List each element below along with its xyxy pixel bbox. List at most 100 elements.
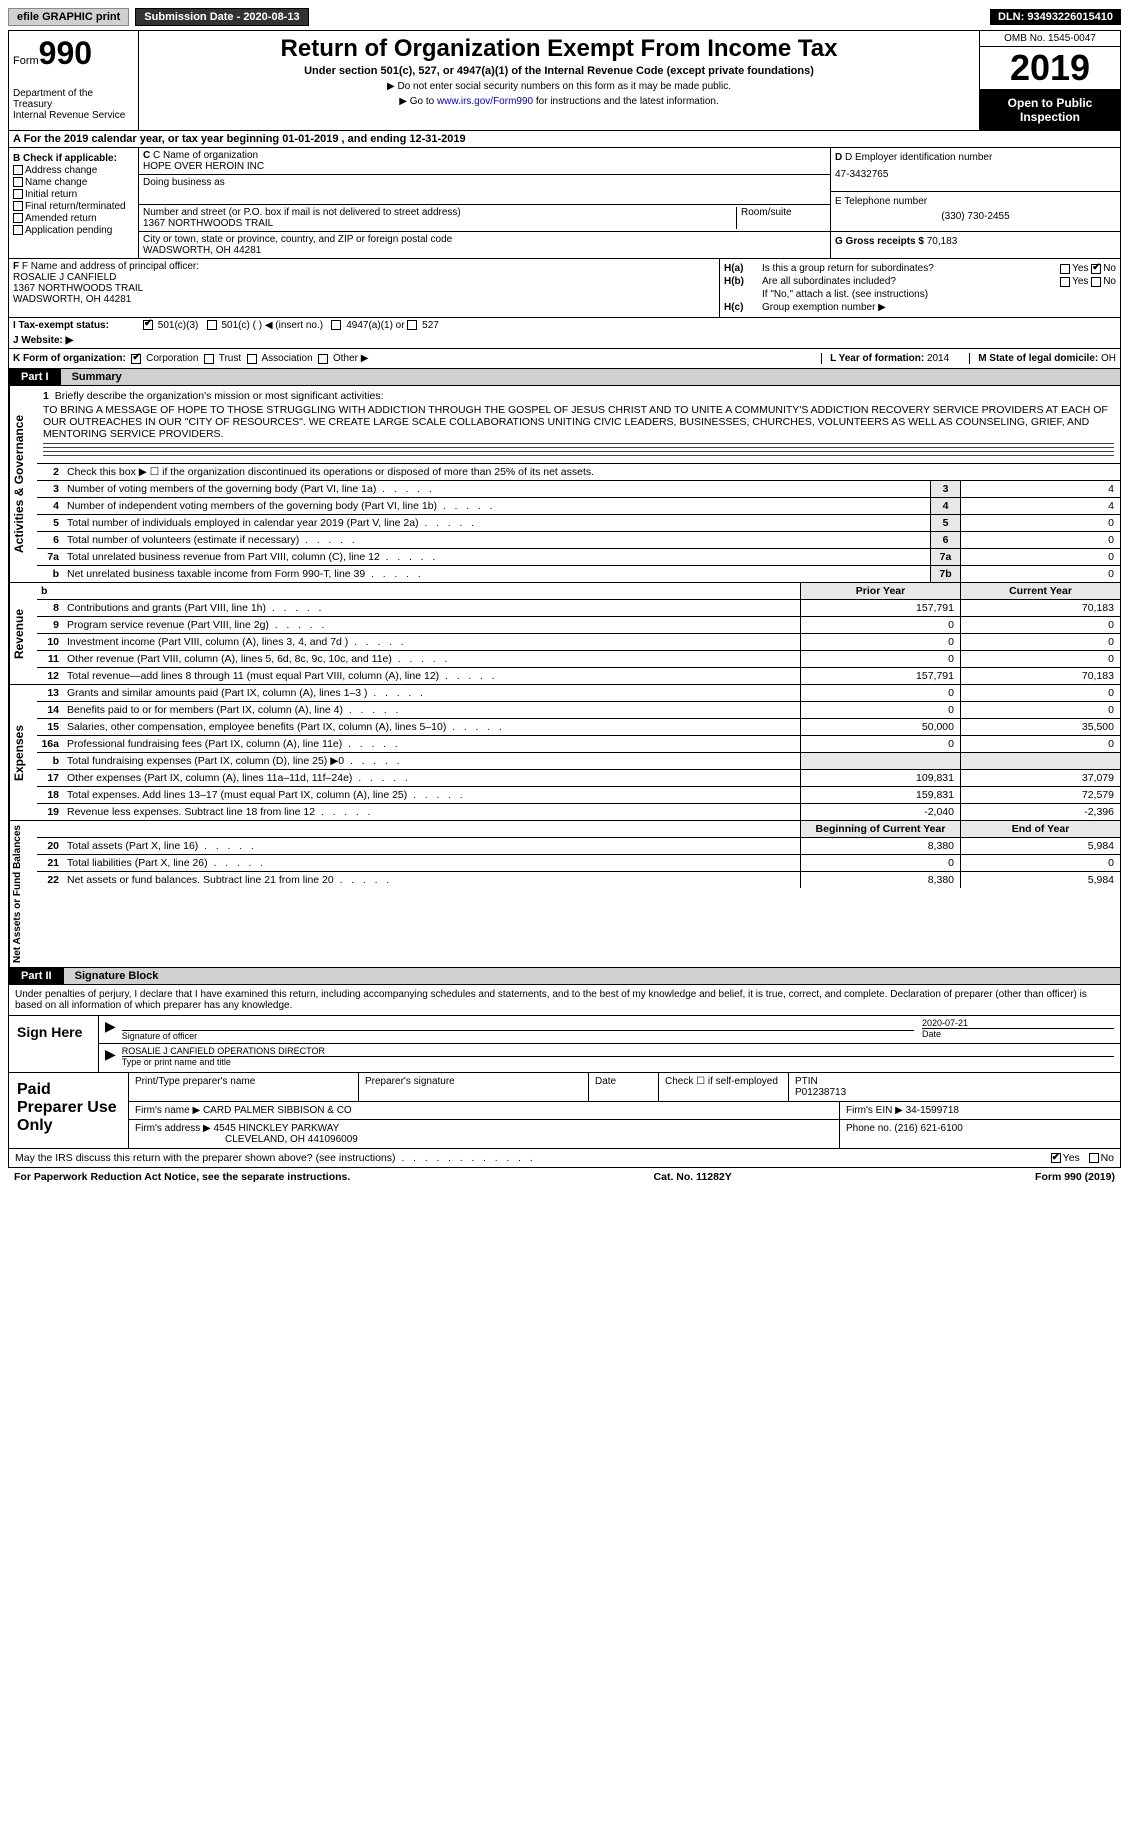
hb-yes: Yes — [1072, 276, 1088, 287]
opt-527: 527 — [422, 320, 439, 331]
summary-line: 19Revenue less expenses. Subtract line 1… — [37, 804, 1120, 820]
mission-num: 1 — [43, 390, 49, 402]
dln: DLN: 93493226015410 — [990, 9, 1121, 25]
chk-amended[interactable] — [13, 213, 23, 223]
row-i-tax-status: I Tax-exempt status: 501(c)(3) 501(c) ( … — [8, 318, 1121, 333]
col-b-title: B Check if applicable: — [13, 153, 117, 164]
chk-hb-no[interactable] — [1091, 277, 1101, 287]
gov-line: bNet unrelated business taxable income f… — [37, 566, 1120, 582]
org-name: HOPE OVER HEROIN INC — [143, 161, 264, 172]
summary-line: 17Other expenses (Part IX, column (A), l… — [37, 770, 1120, 787]
chk-hb-yes[interactable] — [1060, 277, 1070, 287]
prior-year-hdr: Prior Year — [800, 583, 960, 599]
name-label: C Name of organization — [153, 150, 258, 161]
gov-line: 4Number of independent voting members of… — [37, 498, 1120, 515]
chk-final[interactable] — [13, 201, 23, 211]
street-address: 1367 NORTHWOODS TRAIL — [143, 218, 736, 229]
chk-ha-no[interactable] — [1091, 264, 1101, 274]
dept-treasury: Department of the Treasury Internal Reve… — [13, 88, 134, 121]
ha-yes: Yes — [1072, 263, 1088, 274]
firm-ein-label: Firm's EIN ▶ — [846, 1105, 903, 1116]
chk-discuss-yes[interactable] — [1051, 1153, 1061, 1163]
cat-number: Cat. No. 11282Y — [654, 1171, 732, 1183]
form-title: Return of Organization Exempt From Incom… — [143, 35, 975, 63]
sig-name-title-label: Type or print name and title — [122, 1056, 1114, 1067]
phone-value: (330) 730-2455 — [835, 211, 1116, 222]
chk-pending[interactable] — [13, 225, 23, 235]
prep-date-label: Date — [589, 1073, 659, 1101]
part-1-label: Part I — [9, 369, 61, 385]
lbl-final: Final return/terminated — [25, 201, 126, 212]
arrow-icon: ▶ — [105, 1046, 116, 1070]
discuss-text: May the IRS discuss this return with the… — [15, 1152, 396, 1164]
paperwork-notice: For Paperwork Reduction Act Notice, see … — [14, 1171, 350, 1183]
submission-date: Submission Date - 2020-08-13 — [135, 8, 308, 26]
form-subtitle: Under section 501(c), 527, or 4947(a)(1)… — [143, 65, 975, 77]
summary-line: 9Program service revenue (Part VIII, lin… — [37, 617, 1120, 634]
year-header: b Prior Year Current Year — [37, 583, 1120, 600]
lbl-pending: Application pending — [25, 225, 112, 236]
form-prefix: Form — [13, 55, 39, 67]
note-link: ▶ Go to www.irs.gov/Form990 for instruct… — [143, 96, 975, 107]
sig-officer-label: Signature of officer — [122, 1031, 197, 1041]
summary-line: 15Salaries, other compensation, employee… — [37, 719, 1120, 736]
governance-section: Activities & Governance 1 Briefly descri… — [8, 386, 1121, 583]
chk-trust[interactable] — [204, 354, 214, 364]
efile-button[interactable]: efile GRAPHIC print — [8, 8, 129, 26]
chk-discuss-no[interactable] — [1089, 1153, 1099, 1163]
col-h: H(a) Is this a group return for subordin… — [720, 259, 1120, 317]
col-b-checkboxes: B Check if applicable: Address change Na… — [9, 148, 139, 258]
chk-address[interactable] — [13, 165, 23, 175]
city-label: City or town, state or province, country… — [143, 234, 826, 245]
chk-527[interactable] — [407, 320, 417, 330]
hc-text: Group exemption number ▶ — [762, 302, 886, 313]
addr-label: Number and street (or P.O. box if mail i… — [143, 207, 736, 218]
opt-501c3: 501(c)(3) — [158, 320, 199, 331]
preparer-block: Paid Preparer Use Only Print/Type prepar… — [8, 1073, 1121, 1149]
firm-addr-label: Firm's address ▶ — [135, 1123, 211, 1134]
title-box: Return of Organization Exempt From Incom… — [139, 31, 980, 130]
gov-line: 7aTotal unrelated business revenue from … — [37, 549, 1120, 566]
expenses-section: Expenses 13Grants and similar amounts pa… — [8, 685, 1121, 821]
lbl-address: Address change — [25, 165, 97, 176]
summary-line: 14Benefits paid to or for members (Part … — [37, 702, 1120, 719]
mission-text: TO BRING A MESSAGE OF HOPE TO THOSE STRU… — [43, 404, 1114, 440]
chk-initial[interactable] — [13, 189, 23, 199]
net-assets-section: Net Assets or Fund Balances Beginning of… — [8, 821, 1121, 968]
ein-value: 47-3432765 — [835, 169, 1116, 180]
tax-status-label: I Tax-exempt status: — [13, 320, 109, 331]
firm-name: CARD PALMER SIBBISON & CO — [203, 1105, 352, 1116]
chk-name[interactable] — [13, 177, 23, 187]
irs-link[interactable]: www.irs.gov/Form990 — [437, 96, 533, 107]
sig-date-label: Date — [922, 1028, 1114, 1039]
form-footer: Form 990 (2019) — [1035, 1171, 1115, 1183]
chk-ha-yes[interactable] — [1060, 264, 1070, 274]
summary-line: 20Total assets (Part X, line 16)8,3805,9… — [37, 838, 1120, 855]
tax-year: 2019 — [980, 47, 1120, 90]
form-number: 990 — [39, 35, 92, 71]
note-post: for instructions and the latest informat… — [533, 96, 719, 107]
col-d-through-g: D D Employer identification number 47-34… — [830, 148, 1120, 258]
prep-sig-label: Preparer's signature — [359, 1073, 589, 1101]
chk-assoc[interactable] — [247, 354, 257, 364]
mission-label: Briefly describe the organization's miss… — [55, 390, 384, 402]
omb-number: OMB No. 1545-0047 — [980, 31, 1120, 47]
chk-corp[interactable] — [131, 354, 141, 364]
opt-corp: Corporation — [146, 353, 198, 364]
phone-label: E Telephone number — [835, 196, 927, 207]
chk-501c[interactable] — [207, 320, 217, 330]
l-value: 2014 — [927, 353, 949, 364]
chk-4947[interactable] — [331, 320, 341, 330]
chk-other[interactable] — [318, 354, 328, 364]
gov-line: 3Number of voting members of the governi… — [37, 481, 1120, 498]
firm-ein: 34-1599718 — [906, 1105, 959, 1116]
officer-name: ROSALIE J CANFIELD — [13, 272, 116, 283]
part-2-header: Part II Signature Block — [8, 968, 1121, 985]
part-1-title: Summary — [64, 369, 130, 385]
vtab-revenue: Revenue — [9, 583, 37, 684]
hc-label: H(c) — [724, 302, 762, 313]
chk-501c3[interactable] — [143, 320, 153, 330]
form-number-box: Form990 Department of the Treasury Inter… — [9, 31, 139, 130]
sig-name-title: ROSALIE J CANFIELD OPERATIONS DIRECTOR — [122, 1046, 1114, 1056]
room-label: Room/suite — [741, 207, 826, 218]
